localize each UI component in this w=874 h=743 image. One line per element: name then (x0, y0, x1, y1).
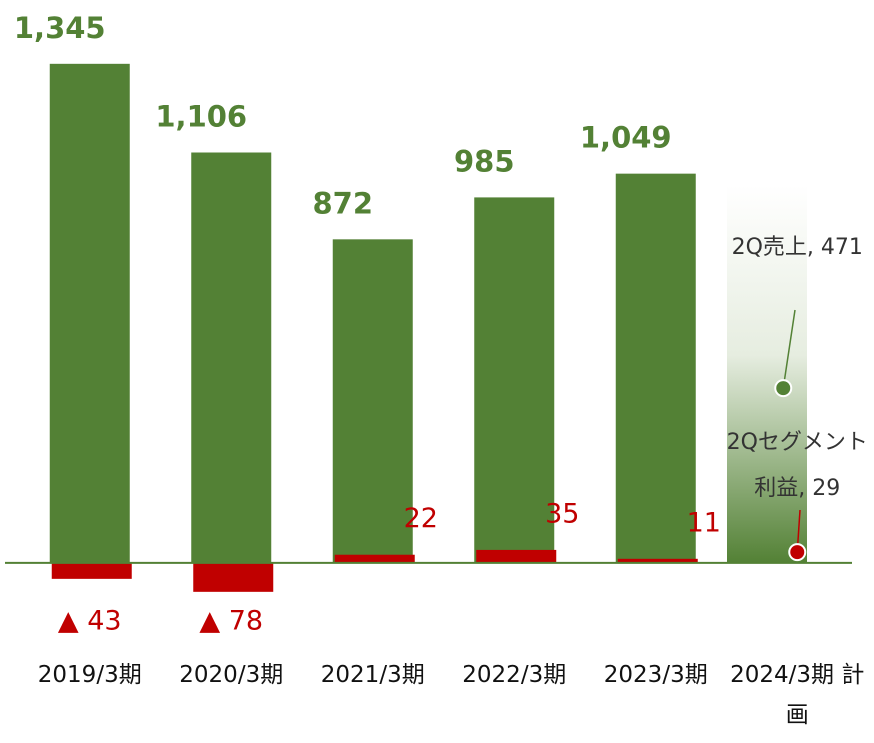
x-tick-label: 2024/3期 計画 (730, 662, 865, 728)
sales-label: 985 (454, 144, 515, 178)
annotation-label: 2Qセグメント利益, 29 (726, 430, 868, 501)
annotation-point (788, 543, 807, 562)
x-tick-label: 2021/3期 (320, 662, 425, 688)
sales-bar (191, 152, 272, 563)
sales-bar (615, 173, 696, 563)
profit-bar (193, 562, 274, 592)
profit-label: 22 (404, 503, 438, 534)
profit-label: 11 (687, 507, 721, 538)
sales-label: 872 (312, 186, 373, 220)
sales-bar (332, 239, 413, 563)
x-tick-label: 2022/3期 (462, 662, 567, 688)
sales-bar (474, 197, 555, 563)
profit-label: ▲ 43 (58, 606, 122, 637)
profit-label: ▲ 78 (199, 606, 263, 637)
x-tick-label: 2019/3期 (37, 662, 142, 688)
annotation-point (774, 379, 793, 398)
annotation-label: 2Q売上, 471 (731, 235, 863, 260)
profit-bar (334, 554, 415, 563)
profit-label: 35 (545, 498, 579, 529)
sales-label: 1,049 (580, 121, 672, 155)
sales-bar (49, 63, 130, 563)
profit-bar (617, 558, 698, 563)
x-tick-label: 2023/3期 (603, 662, 708, 688)
annotation-leader (782, 309, 796, 389)
profit-bar (476, 549, 557, 563)
x-tick-label: 2020/3期 (179, 662, 284, 688)
sales-label: 1,106 (155, 100, 247, 134)
sales-label: 1,345 (14, 11, 106, 45)
plan-bar (727, 185, 807, 563)
profit-bar (51, 562, 132, 579)
